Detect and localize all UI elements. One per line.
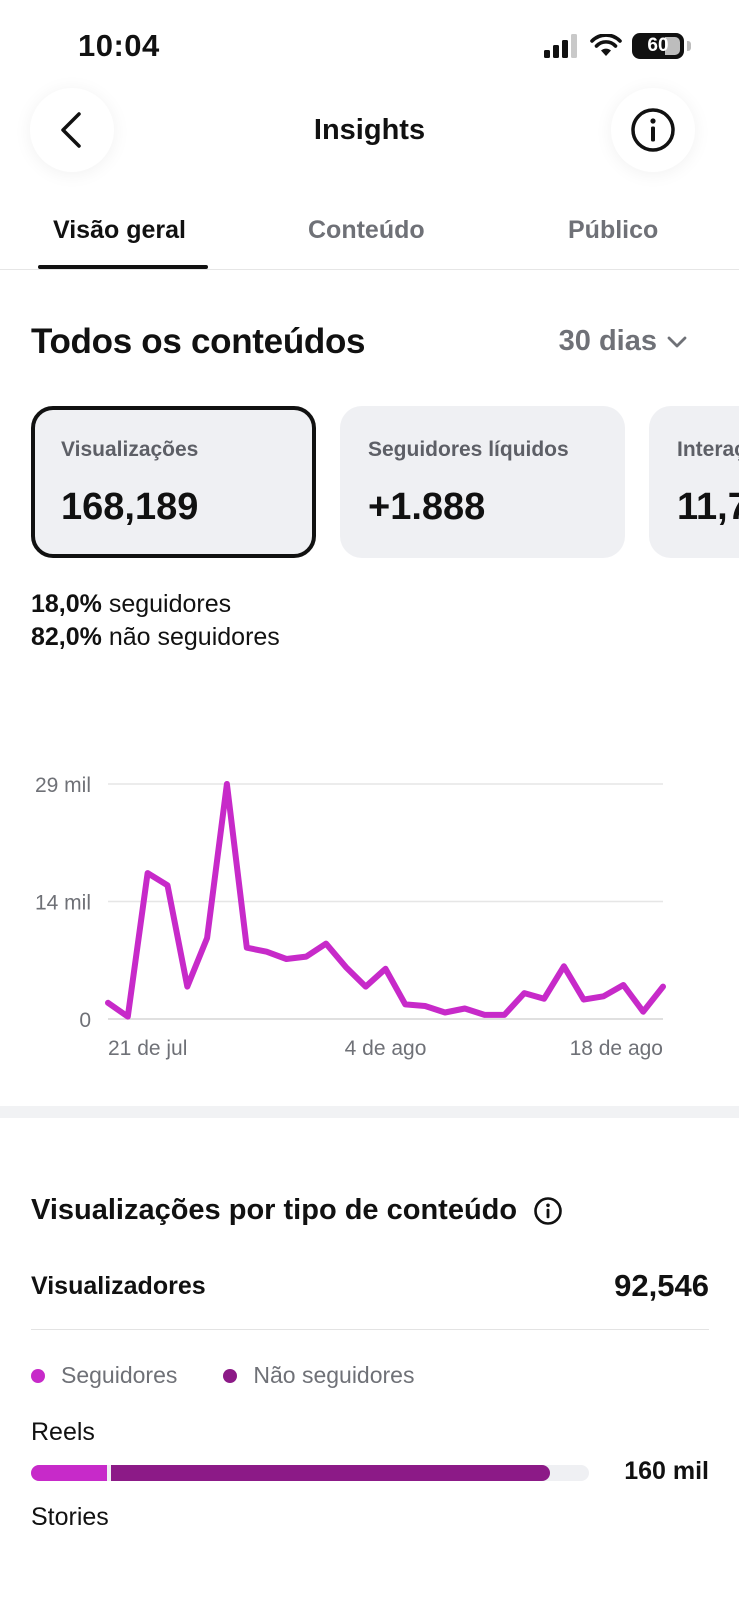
legend-dot (31, 1368, 45, 1383)
info-button[interactable] (611, 88, 695, 172)
period-selector[interactable]: 30 dias (559, 325, 687, 358)
metric-value: 11,7 (677, 486, 739, 528)
metric-card-views[interactable]: Visualizações 168,189 (31, 406, 316, 558)
content-type-title-text: Visualizações por tipo de conteúdo (31, 1194, 518, 1226)
section-title: Todos os conteúdos (31, 322, 366, 361)
content-type-title: Visualizações por tipo de conteúdo (31, 1194, 563, 1227)
x-tick-label: 4 de ago (345, 1037, 427, 1060)
y-tick-label: 0 (79, 1009, 91, 1032)
viewers-label: Visualizadores (31, 1272, 206, 1300)
reels-bar (31, 1465, 589, 1481)
wifi-icon (590, 34, 622, 56)
header: Insights (0, 88, 739, 172)
legend-item-followers: Seguidores (31, 1362, 177, 1389)
legend-label: Seguidores (61, 1362, 178, 1388)
signal-icon (544, 34, 577, 58)
legend-label: Não seguidores (253, 1362, 415, 1388)
info-icon (631, 108, 675, 152)
status-icons: 60 (544, 33, 691, 59)
legend-item-nonfollowers: Não seguidores (223, 1362, 414, 1389)
metric-value: 168,189 (61, 486, 199, 528)
info-icon[interactable] (533, 1196, 563, 1226)
tab-bar: Visão geral Conteúdo Público (0, 200, 739, 270)
views-series-line (105, 781, 666, 1020)
metric-cards: Visualizações 168,189 Seguidores líquido… (31, 406, 739, 558)
x-tick-label: 18 de ago (570, 1037, 663, 1060)
status-bar: 10:04 60 (0, 0, 739, 90)
period-label: 30 dias (558, 325, 657, 357)
nonfollowers-line: 82,0% não seguidores (31, 621, 280, 654)
content-type-stories: Stories (31, 1503, 109, 1531)
metric-card-interactions[interactable]: Interações 11,7 (649, 406, 739, 558)
metric-label: Interações (677, 438, 739, 461)
battery-level: 60 (647, 35, 669, 56)
back-button[interactable] (30, 88, 114, 172)
content-type-reels: Reels (31, 1418, 95, 1446)
metric-label: Visualizações (61, 438, 199, 461)
tab-overview[interactable]: Visão geral (53, 216, 186, 244)
followers-line: 18,0% seguidores (31, 588, 280, 621)
status-time: 10:04 (78, 28, 160, 63)
page-title: Insights (313, 114, 426, 146)
y-tick-label: 14 mil (35, 892, 91, 915)
reels-bar-followers (31, 1465, 108, 1481)
chevron-down-icon (667, 336, 687, 347)
metric-value: +1.888 (368, 486, 486, 528)
nonfollowers-label: não seguidores (108, 623, 280, 651)
legend-dot (223, 1368, 238, 1383)
battery-icon: 60 (632, 33, 684, 59)
nonfollowers-pct: 82,0% (31, 623, 102, 651)
tab-audience[interactable]: Público (568, 216, 659, 244)
reels-value: 160 mil (624, 1457, 709, 1485)
audience-split: 18,0% seguidores 82,0% não seguidores (31, 588, 280, 654)
views-line-chart: 29 mil 14 mil 0 21 de jul 4 de ago 18 de ago (35, 774, 666, 1060)
tab-content[interactable]: Conteúdo (308, 216, 425, 244)
reels-bar-nonfollowers (111, 1465, 550, 1481)
battery-tip (687, 41, 691, 51)
viewers-value: 92,546 (614, 1268, 709, 1303)
metric-label: Seguidores líquidos (368, 438, 569, 461)
followers-pct: 18,0% (31, 590, 102, 618)
y-tick-label: 29 mil (35, 774, 91, 797)
viewers-row: Visualizadores 92,546 (31, 1268, 709, 1330)
chart-legend: Seguidores Não seguidores (31, 1362, 460, 1389)
x-tick-label: 21 de jul (108, 1037, 187, 1060)
followers-label: seguidores (108, 590, 232, 618)
active-tab-indicator (38, 265, 208, 269)
section-divider (0, 1106, 739, 1118)
chevron-left-icon (61, 112, 81, 148)
metric-card-net-followers[interactable]: Seguidores líquidos +1.888 (340, 406, 625, 558)
